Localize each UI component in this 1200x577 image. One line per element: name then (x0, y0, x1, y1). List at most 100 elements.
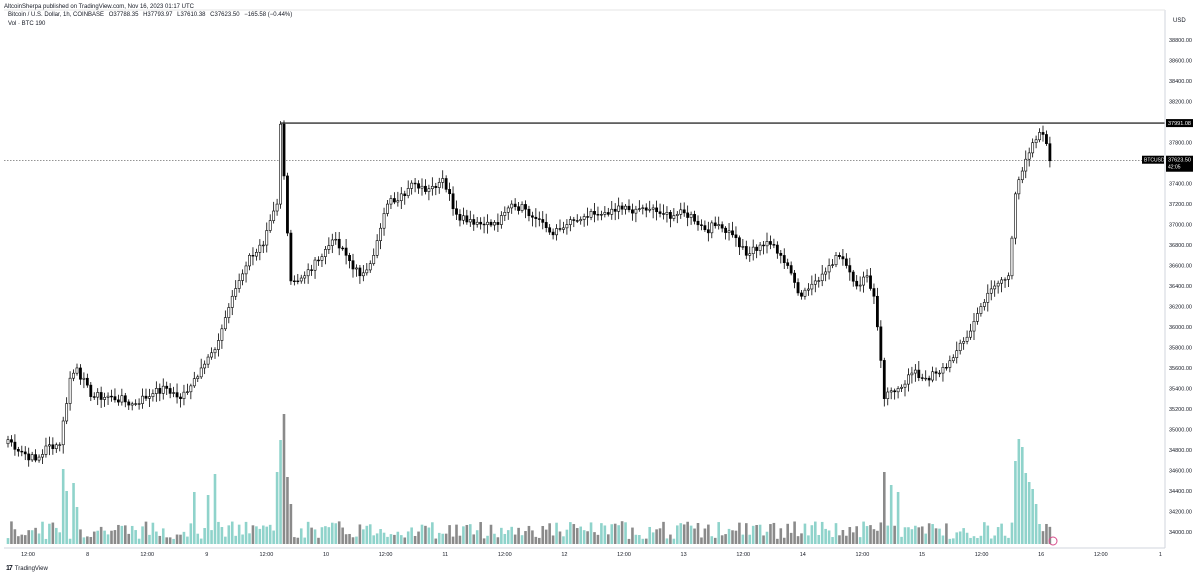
candle-body (706, 229, 710, 234)
volume-bar (703, 528, 707, 544)
volume-bar (679, 523, 683, 544)
candle-body (893, 390, 897, 393)
candle-body (192, 378, 196, 387)
volume-bar (848, 527, 852, 544)
volume-bar (227, 525, 231, 544)
volume-bar (410, 527, 413, 544)
candle-body (724, 227, 728, 233)
candle-body (99, 392, 103, 400)
candle-body (361, 272, 365, 277)
candle-body (296, 280, 300, 283)
volume-bar (103, 530, 106, 544)
volume-bar (907, 527, 910, 544)
volume-bar (437, 532, 441, 544)
candle-body (51, 444, 55, 449)
volume-bar (175, 534, 179, 544)
candle-body (944, 367, 948, 369)
volume-bar (955, 532, 959, 544)
candle-body (803, 289, 807, 297)
candle-body (334, 238, 338, 241)
candle-body (758, 244, 762, 251)
volume-bar (924, 533, 927, 544)
volume-bar (758, 524, 762, 544)
volume-bar (396, 531, 400, 544)
candle-body (1038, 132, 1041, 141)
candle-body (686, 212, 690, 218)
candle-body (113, 396, 117, 401)
candle-body (337, 238, 341, 249)
volume-bar (641, 538, 645, 544)
volume-bar (851, 532, 855, 544)
chart-header: AltcoinSherpa published on TradingView.c… (4, 3, 194, 12)
candle-body (782, 255, 786, 264)
candle-body (472, 219, 476, 225)
candle-body (299, 277, 303, 282)
volume-bar (751, 525, 755, 544)
candle-body (1017, 179, 1021, 195)
candle-body (151, 393, 155, 397)
volume-bar (479, 522, 482, 544)
volume-bar (375, 533, 379, 544)
volume-bar (972, 536, 976, 544)
volume-bar (634, 534, 638, 544)
volume-bar (1007, 537, 1010, 544)
candle-body (272, 210, 276, 221)
volume-bar (520, 535, 524, 544)
candle-body (824, 271, 828, 275)
volume-bar (303, 537, 306, 544)
candle-body (969, 330, 972, 338)
candle-body (175, 392, 179, 398)
candlesticks (6, 120, 1052, 467)
time-tick-label: 12:00 (21, 552, 35, 558)
candle-body (461, 215, 465, 221)
price-tick-label: 37800.00 (1169, 141, 1192, 147)
candle-body (482, 223, 486, 226)
volume-bar (327, 527, 331, 544)
price-tick-label: 35800.00 (1169, 345, 1192, 351)
volume-bar (803, 523, 807, 544)
volume-bar (1003, 535, 1007, 544)
price-tick-label: 34800.00 (1169, 448, 1192, 454)
volume-bar (23, 535, 27, 544)
volume-bar (765, 531, 769, 544)
volume-bar (814, 521, 817, 544)
volume-bar (510, 526, 513, 544)
candle-body (458, 214, 462, 221)
candle-body (731, 230, 734, 236)
volume-bar (810, 525, 814, 544)
brand-name: TradingView (14, 565, 48, 572)
volume-bar (324, 526, 327, 544)
candle-body (203, 363, 207, 369)
candle-body (258, 244, 262, 253)
volume-bar (893, 525, 896, 544)
volume-bar (931, 524, 934, 544)
candle-body (769, 241, 772, 245)
candle-body (120, 395, 124, 403)
volume-bar (662, 521, 665, 544)
volume-bar (262, 525, 265, 544)
volume-bar (196, 533, 200, 544)
volume-bar (210, 530, 213, 544)
symbol-name: Bitcoin / U.S. Dollar, 1h, COINBASE (8, 12, 105, 18)
volume-bar (248, 533, 251, 544)
candle-body (217, 340, 220, 350)
volume-bar (603, 525, 607, 544)
candle-body (520, 204, 524, 211)
price-tick-label: 36800.00 (1169, 243, 1192, 249)
volume-bar (386, 536, 389, 544)
volume-bar (544, 529, 548, 544)
candle-body (606, 212, 610, 215)
volume-bar (20, 534, 24, 544)
candle-body (96, 392, 100, 398)
volume-bar (872, 529, 876, 544)
candle-body (779, 252, 783, 256)
volume-bar (965, 532, 969, 544)
volume-bar (51, 522, 55, 544)
volume-bar (1048, 526, 1052, 544)
candle-body (568, 219, 572, 225)
volume-bar (1027, 482, 1031, 544)
volume-bar (37, 533, 41, 544)
volume-bar (417, 531, 420, 544)
volume-bar (30, 530, 34, 544)
